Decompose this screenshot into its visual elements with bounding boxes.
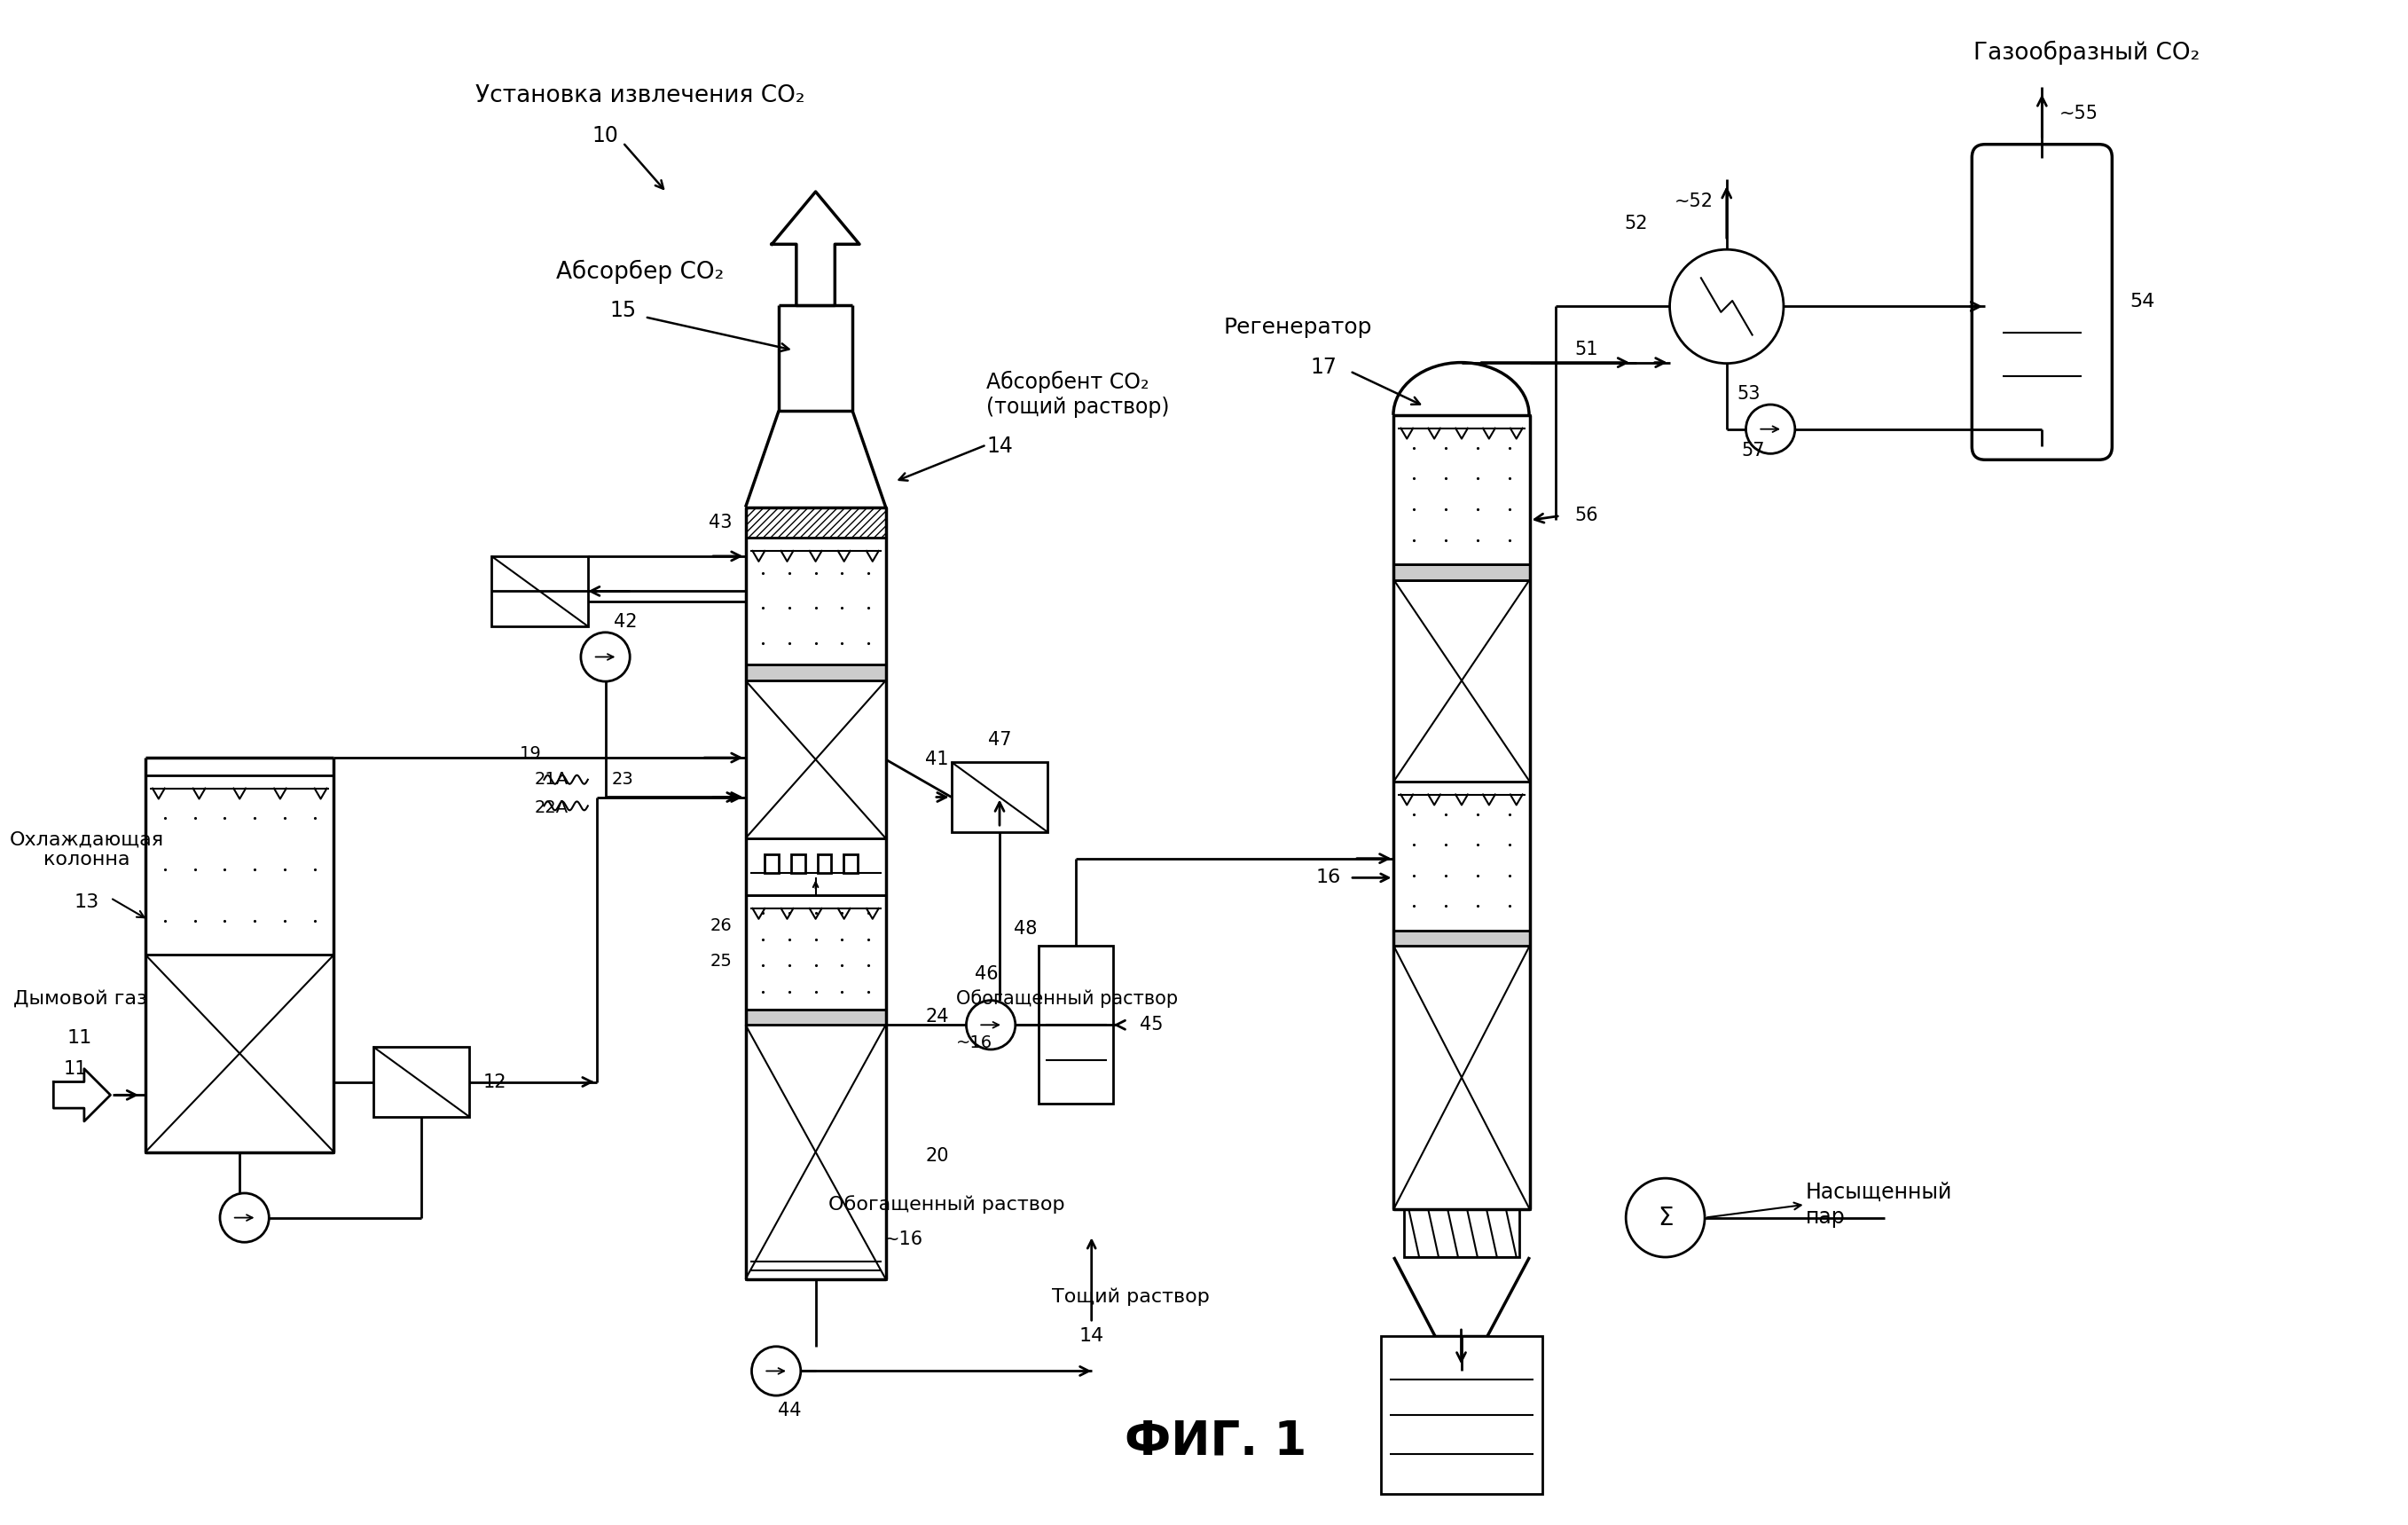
Text: 21A: 21A <box>535 772 568 788</box>
Circle shape <box>1669 250 1784 363</box>
Text: 41: 41 <box>925 750 949 769</box>
Text: 20: 20 <box>925 1147 949 1165</box>
Text: ~55: ~55 <box>2059 105 2097 122</box>
Text: Абсорбер CO₂: Абсорбер CO₂ <box>556 259 725 284</box>
Bar <box>746 538 886 665</box>
Text: 56: 56 <box>1575 506 1599 525</box>
Bar <box>1394 945 1529 1209</box>
Text: 25: 25 <box>710 953 732 970</box>
Text: 14: 14 <box>1079 1327 1105 1345</box>
Bar <box>1380 1336 1544 1493</box>
Text: Обогащенный раствор: Обогащенный раствор <box>828 1196 1064 1214</box>
Bar <box>1394 580 1529 781</box>
Text: 47: 47 <box>987 732 1011 749</box>
Text: 13: 13 <box>75 894 99 910</box>
Bar <box>746 508 886 538</box>
Text: 23: 23 <box>612 772 633 788</box>
Bar <box>746 1025 886 1279</box>
Bar <box>373 1046 470 1116</box>
Text: Охлаждающая
колонна: Охлаждающая колонна <box>10 831 164 869</box>
Text: 11: 11 <box>67 1029 92 1048</box>
Bar <box>1404 1209 1519 1257</box>
Text: 57: 57 <box>1741 442 1765 461</box>
Bar <box>792 854 804 874</box>
Text: 53: 53 <box>1736 386 1760 403</box>
Circle shape <box>580 633 631 682</box>
Bar <box>746 680 886 839</box>
Text: 54: 54 <box>2129 293 2155 311</box>
Bar <box>1394 415 1529 564</box>
Text: 46: 46 <box>975 965 999 984</box>
Text: 10: 10 <box>592 125 619 146</box>
Text: Насыщенный
пар: Насыщенный пар <box>1806 1182 1953 1228</box>
Circle shape <box>1625 1179 1705 1257</box>
Text: Газообразный CO₂: Газообразный CO₂ <box>1972 40 2199 64</box>
Bar <box>746 895 886 1010</box>
Text: 19: 19 <box>520 744 542 761</box>
Bar <box>144 955 335 1151</box>
Bar <box>491 557 588 627</box>
Circle shape <box>1746 404 1794 453</box>
Text: 17: 17 <box>1310 357 1336 378</box>
Text: 44: 44 <box>778 1401 802 1420</box>
Text: Дымовой газ: Дымовой газ <box>12 990 147 1008</box>
Text: 16: 16 <box>1315 869 1341 886</box>
Circle shape <box>966 1000 1016 1049</box>
Polygon shape <box>53 1069 111 1121</box>
Bar <box>951 762 1047 833</box>
Text: 22A: 22A <box>535 799 568 816</box>
Text: 12: 12 <box>482 1074 506 1090</box>
Text: Обогащенный раствор: Обогащенный раствор <box>956 990 1178 1008</box>
Bar <box>144 775 335 955</box>
Text: 51: 51 <box>1575 340 1599 358</box>
Text: ~16: ~16 <box>884 1231 922 1249</box>
Text: 52: 52 <box>1625 215 1647 232</box>
Text: Тощий раствор: Тощий раствор <box>1052 1287 1209 1305</box>
Text: Σ: Σ <box>1657 1205 1674 1231</box>
Text: Регенератор: Регенератор <box>1223 317 1373 339</box>
Text: ~16: ~16 <box>956 1034 992 1051</box>
Text: 11: 11 <box>63 1060 87 1078</box>
Bar <box>746 839 886 895</box>
Text: 24: 24 <box>925 1008 949 1026</box>
Text: ФИГ. 1: ФИГ. 1 <box>1125 1418 1308 1464</box>
Bar <box>1394 564 1529 580</box>
Polygon shape <box>773 192 860 305</box>
Bar <box>816 854 831 874</box>
Text: 26: 26 <box>710 918 732 935</box>
Circle shape <box>219 1193 270 1243</box>
Text: Установка извлечения CO₂: Установка извлечения CO₂ <box>477 84 804 108</box>
Circle shape <box>751 1347 802 1395</box>
Bar <box>746 1010 886 1025</box>
Bar <box>1394 781 1529 930</box>
Bar <box>746 665 886 680</box>
Text: 43: 43 <box>708 514 732 532</box>
Text: 42: 42 <box>614 613 638 631</box>
Text: 15: 15 <box>609 300 636 322</box>
Text: 48: 48 <box>1014 920 1038 938</box>
Bar <box>1394 930 1529 945</box>
Text: 45: 45 <box>1139 1016 1163 1034</box>
FancyBboxPatch shape <box>1972 145 2112 459</box>
Text: 14: 14 <box>987 436 1014 457</box>
Bar <box>843 854 857 874</box>
Text: ~52: ~52 <box>1674 192 1714 210</box>
Text: Абсорбент CO₂
(тощий раствор): Абсорбент CO₂ (тощий раствор) <box>987 371 1170 418</box>
Bar <box>1038 945 1112 1104</box>
Bar <box>766 854 778 874</box>
